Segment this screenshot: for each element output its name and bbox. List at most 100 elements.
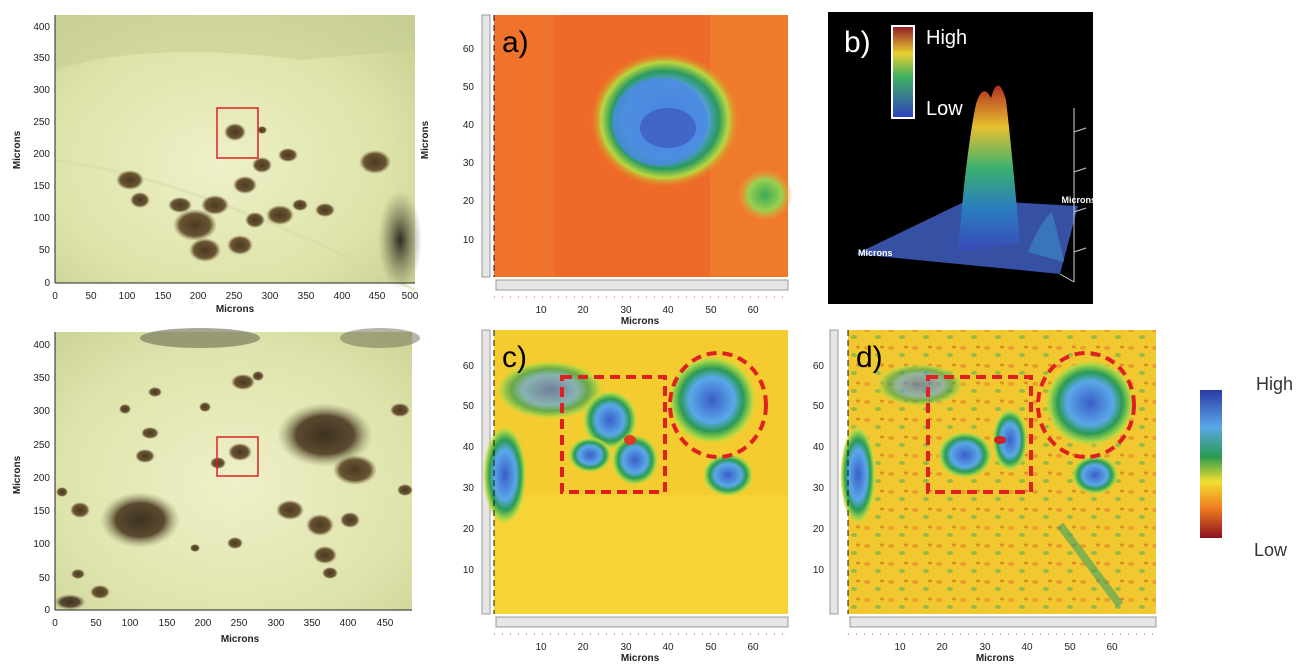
y-tick: 30 [463,158,475,169]
y-tick: 60 [463,44,475,55]
y-tick: 100 [33,539,50,550]
x-tick: 250 [231,618,248,629]
x-axis-label: Microns [621,653,660,664]
micrograph-bottom-panel: 0 50 100 150 200 250 300 350 400 0 50 10… [12,328,420,645]
x-axis-label: Microns [621,316,660,327]
x-tick: 300 [268,618,285,629]
region-of-interest-box [216,436,259,477]
y-tick: 200 [33,149,50,160]
x-tick: 100 [119,291,136,302]
raman-map-a-panel: a) 10 20 30 40 50 60 10 20 30 40 50 60 M… [420,14,793,327]
micrograph-top-panel: 0 50 100 150 200 250 300 350 400 0 50 10… [12,15,422,315]
x-tick: 40 [662,642,674,653]
x-tick: 10 [535,305,547,316]
x-tick: 50 [90,618,102,629]
x-tick: 150 [155,291,172,302]
x-tick: 50 [1064,642,1076,653]
x-tick-labels-top: 0 50 100 150 200 250 300 350 400 450 500 [52,291,419,302]
legend-low-label: Low [1254,540,1288,560]
x-tick: 20 [577,642,589,653]
x-tick: 500 [402,291,419,302]
y-tick: 150 [33,181,50,192]
x-tick-labels-a: 10 20 30 40 50 60 [535,305,759,316]
panel-label-c: c) [502,341,527,374]
x-tick: 350 [298,291,315,302]
y-tick: 50 [39,245,51,256]
y-tick: 400 [33,22,50,33]
colorbar [891,25,915,119]
x-tick: 60 [747,642,759,653]
scrollbar-vertical[interactable] [481,14,491,278]
x-tick: 100 [122,618,139,629]
x-tick: 400 [334,291,351,302]
colorbar-high-label: High [926,27,967,49]
scrollbar-horizontal[interactable] [495,279,789,291]
x-tick: 400 [340,618,357,629]
scrollbar-vertical[interactable] [829,329,839,615]
x-tick: 450 [369,291,386,302]
y-tick: 10 [813,565,825,576]
y-tick: 20 [463,196,475,207]
x-tick: 40 [662,305,674,316]
y-tick: 300 [33,406,50,417]
y-tick: 50 [463,82,475,93]
colorbar-low-label: Low [926,98,963,120]
panel-label-a: a) [502,26,529,59]
intensity-legend: High Low [1190,370,1298,570]
x-axis-label: Microns [976,653,1015,664]
y-tick: 100 [33,213,50,224]
x-tick: 30 [620,642,632,653]
y-tick-labels-bottom: 0 50 100 150 200 250 300 350 400 [33,340,50,616]
y-tick: 50 [463,401,475,412]
y-tick: 0 [44,278,50,289]
x-tick: 0 [52,291,58,302]
x-tick: 30 [979,642,991,653]
panel-label-b: b) [844,26,871,59]
x-tick: 450 [377,618,394,629]
x-tick: 10 [894,642,906,653]
x-tick: 60 [1106,642,1118,653]
legend-colorbar [1200,390,1222,538]
x-tick: 200 [195,618,212,629]
y-axis-label: Microns [12,455,23,494]
x-tick: 350 [304,618,321,629]
surface-axis-label-right: Microns [1061,195,1096,205]
y-tick-labels-c: 10 20 30 40 50 60 [463,361,475,576]
particle-cluster [116,123,422,290]
raman-map-d-panel: d) 10 20 30 40 50 60 10 20 30 40 50 60 M… [813,329,1157,664]
x-tick: 50 [705,642,717,653]
y-tick: 30 [813,483,825,494]
x-tick: 150 [159,618,176,629]
y-tick: 60 [463,361,475,372]
scrollbar-horizontal[interactable] [849,616,1157,628]
x-tick: 60 [747,305,759,316]
surface-plot-b-panel: b) High Low Microns Microns [828,12,1096,304]
panel-label-d: d) [856,341,883,374]
highlight-dashed-box [926,375,1033,494]
region-of-interest-box [216,107,259,159]
y-tick: 10 [463,235,475,246]
y-tick-labels-top: 0 50 100 150 200 250 300 350 400 [33,22,50,289]
highlight-dashed-circle [1036,351,1136,459]
y-tick: 350 [33,373,50,384]
y-tick: 50 [813,401,825,412]
y-tick: 400 [33,340,50,351]
x-tick-labels-bottom: 0 50 100 150 200 250 300 350 400 450 [52,618,394,629]
y-tick-labels-a: 10 20 30 40 50 60 [463,44,475,246]
legend-high-label: High [1256,374,1294,394]
surface-axis-label-left: Microns [858,248,893,258]
y-tick: 30 [463,483,475,494]
y-tick: 250 [33,117,50,128]
y-tick: 40 [463,120,475,131]
y-tick: 60 [813,361,825,372]
x-tick: 250 [226,291,243,302]
y-axis-label: Microns [12,130,23,169]
y-tick: 150 [33,506,50,517]
y-tick: 0 [44,605,50,616]
raman-map-c-panel: c) 10 20 30 40 50 60 10 20 30 40 50 60 M… [463,329,789,664]
scrollbar-horizontal[interactable] [495,616,789,628]
x-axis-label: Microns [221,634,260,645]
x-axis-label: Microns [216,304,255,315]
y-tick: 250 [33,440,50,451]
x-tick: 20 [577,305,589,316]
